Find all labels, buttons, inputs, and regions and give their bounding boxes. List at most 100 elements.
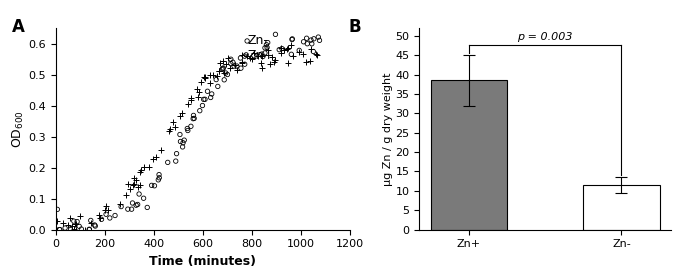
Zn- (104, 216, 115, 220)
Zn- (198, 97, 209, 102)
Zn- (101, 212, 112, 216)
Zn- (236, 66, 247, 70)
Text: A: A (12, 18, 24, 36)
Zn+ (297, 52, 308, 57)
Zn+ (236, 60, 247, 65)
Text: p = 0.003: p = 0.003 (517, 32, 573, 41)
Zn+ (204, 73, 215, 77)
Zn+ (193, 95, 204, 99)
Zn+ (64, 216, 75, 221)
Zn- (115, 204, 127, 209)
Zn+ (256, 66, 267, 70)
Zn- (231, 64, 243, 68)
Zn+ (135, 183, 146, 188)
Zn- (229, 64, 240, 68)
Zn- (131, 203, 142, 207)
Zn- (194, 108, 206, 113)
Zn- (182, 126, 193, 131)
Zn- (248, 53, 259, 58)
Zn- (179, 138, 190, 143)
Zn- (235, 56, 246, 60)
Zn- (152, 178, 164, 182)
Zn- (217, 66, 229, 71)
Zn+ (69, 222, 80, 226)
Zn- (287, 37, 298, 41)
Zn- (259, 46, 271, 50)
Zn+ (305, 47, 317, 52)
Zn+ (101, 204, 112, 208)
Zn+ (71, 222, 82, 227)
Zn+ (93, 213, 104, 218)
Zn+ (219, 71, 230, 76)
Zn- (312, 35, 324, 39)
Text: B: B (349, 18, 361, 36)
Bar (431, 80, 507, 230)
Zn+ (282, 60, 294, 65)
Zn- (142, 205, 153, 210)
Zn+ (220, 62, 231, 66)
Zn- (240, 53, 252, 57)
Zn+ (164, 129, 175, 133)
Zn+ (57, 221, 69, 225)
Zn- (84, 227, 95, 232)
Zn+ (52, 219, 63, 223)
Zn- (134, 192, 145, 196)
Zn+ (168, 120, 179, 125)
Zn- (239, 54, 250, 59)
Zn+ (224, 66, 235, 70)
Zn- (162, 160, 173, 165)
Zn+ (282, 46, 293, 51)
Zn+ (217, 59, 229, 63)
Zn+ (237, 60, 248, 65)
Zn- (65, 227, 76, 232)
Zn- (189, 116, 200, 121)
Zn+ (51, 227, 62, 232)
Zn+ (231, 67, 243, 72)
Zn- (222, 72, 233, 77)
Zn+ (102, 207, 113, 212)
Zn- (187, 116, 199, 121)
Zn+ (266, 55, 278, 59)
Zn+ (129, 182, 140, 187)
Zn- (308, 49, 319, 54)
Zn+ (212, 74, 223, 78)
Zn- (298, 39, 309, 44)
Zn+ (269, 58, 280, 63)
Zn+ (248, 51, 259, 55)
Zn+ (147, 157, 158, 161)
Zn+ (311, 52, 322, 57)
Zn+ (85, 221, 96, 225)
Zn- (126, 207, 137, 211)
Zn+ (94, 215, 106, 220)
Zn+ (70, 227, 81, 232)
Zn+ (67, 223, 78, 228)
Zn+ (155, 148, 166, 153)
Zn- (301, 36, 312, 41)
Zn- (170, 159, 181, 163)
Zn- (219, 78, 230, 82)
Zn+ (135, 168, 146, 172)
Zn+ (196, 80, 207, 84)
Zn- (212, 84, 224, 89)
Zn- (110, 213, 121, 218)
Zn- (259, 51, 271, 55)
Zn- (174, 132, 185, 137)
Zn+ (275, 51, 287, 55)
Zn+ (75, 214, 86, 219)
Zn+ (256, 61, 267, 65)
Zn+ (311, 52, 322, 57)
Zn- (149, 184, 160, 188)
Legend: Zn-, Zn+: Zn-, Zn+ (247, 34, 274, 62)
Zn+ (69, 226, 80, 231)
Zn+ (169, 124, 180, 129)
Zn- (54, 227, 65, 232)
Zn+ (194, 90, 205, 94)
Zn- (273, 47, 284, 52)
Y-axis label: µg Zn / g dry weight: µg Zn / g dry weight (383, 72, 393, 186)
Zn- (178, 141, 189, 145)
Zn+ (222, 55, 233, 60)
Zn+ (144, 165, 155, 169)
Zn- (287, 37, 298, 42)
Zn- (73, 224, 85, 228)
Zn- (239, 62, 250, 66)
